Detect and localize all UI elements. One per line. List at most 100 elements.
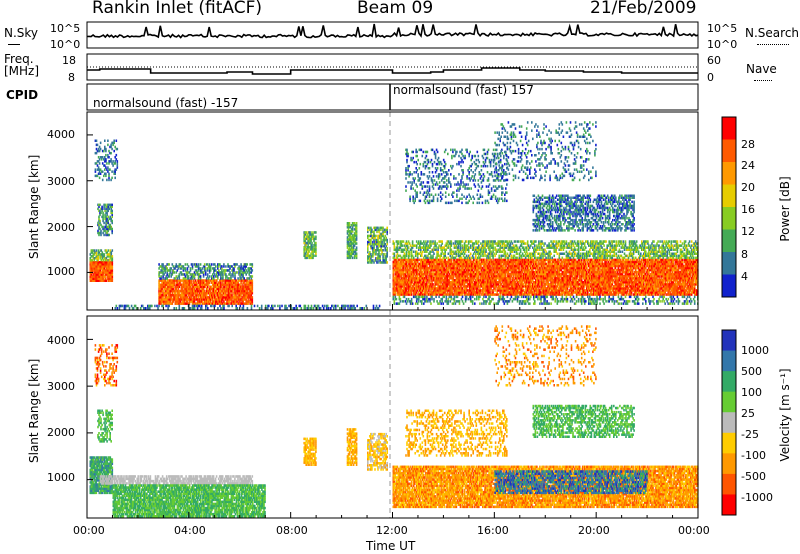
heatmap-cell [112, 255, 114, 258]
heatmap-cell [109, 168, 111, 171]
heatmap-cell [105, 154, 107, 157]
heatmap-cell [332, 305, 334, 308]
heatmap-cell [335, 307, 337, 310]
heatmap-cell [219, 305, 221, 308]
heatmap-cell [320, 307, 322, 310]
heatmap-cell [323, 307, 325, 310]
heatmap-cell [327, 305, 329, 308]
heatmap-cell [237, 277, 239, 280]
heatmap-cell [102, 179, 104, 182]
heatmap-cell [229, 271, 231, 274]
heatmap-cell [162, 305, 164, 308]
heatmap-cell [285, 305, 287, 308]
heatmap-cell [214, 305, 216, 308]
freq-trace [87, 67, 698, 74]
heatmap-cell [386, 239, 388, 242]
heatmap-cell [190, 307, 192, 310]
heatmap-cell [154, 305, 156, 308]
heatmap-cell [211, 263, 213, 266]
heatmap-cell [117, 160, 119, 163]
heatmap-cell [247, 307, 249, 310]
heatmap-cell [104, 253, 106, 256]
heatmap-cell [268, 305, 270, 308]
heatmap-cell [209, 275, 211, 278]
heatmap-cell [347, 305, 349, 308]
heatmap-cell [350, 305, 352, 308]
heatmap-cell [116, 140, 118, 143]
heatmap-cell [122, 305, 124, 308]
heatmap-cell [135, 305, 137, 308]
heatmap-cell [339, 307, 341, 310]
heatmap-cell [145, 307, 147, 310]
heatmap-cell [261, 305, 263, 308]
heatmap-cell [111, 210, 113, 213]
heatmap-cell [246, 263, 248, 266]
heatmap-cell [160, 275, 162, 278]
heatmap-cell [220, 307, 222, 310]
heatmap-cell [107, 144, 109, 147]
heatmap-cell [111, 204, 113, 207]
heatmap-cell [106, 162, 108, 165]
heatmap-cell [315, 236, 317, 239]
heatmap-cell [376, 305, 378, 308]
heatmap-cell [354, 307, 356, 310]
heatmap-cell [254, 305, 256, 308]
heatmap-cell [356, 242, 358, 245]
heatmap-cell [497, 293, 499, 296]
heatmap-cell [344, 307, 346, 310]
heatmap-cell [223, 305, 225, 308]
heatmap-cell [305, 305, 307, 308]
heatmap-cell [188, 265, 190, 268]
heatmap-cell [356, 222, 358, 225]
heatmap-cell [279, 307, 281, 310]
heatmap-cell [165, 305, 167, 308]
heatmap-cell [111, 220, 113, 223]
heatmap-cell [111, 177, 113, 180]
heatmap-cell [140, 307, 142, 310]
heatmap-cell [311, 307, 313, 310]
heatmap-cell [252, 275, 254, 278]
heatmap-cell [235, 305, 237, 308]
heatmap-cell [252, 269, 254, 272]
heatmap-cell [364, 307, 366, 310]
heatmap-cell [108, 234, 110, 237]
heatmap-cell [205, 307, 207, 310]
freq-line [87, 68, 698, 74]
heatmap-cell [315, 242, 317, 245]
heatmap-cell [257, 305, 259, 308]
heatmap-cell [308, 250, 310, 253]
heatmap-cell [105, 148, 107, 151]
heatmap-cell [315, 231, 317, 234]
heatmap-cell [240, 263, 242, 266]
heatmap-cell [185, 263, 187, 266]
heatmap-cell [107, 140, 109, 143]
heatmap-cell [243, 305, 245, 308]
heatmap-cell [156, 305, 158, 308]
heatmap-cell [356, 253, 358, 256]
heatmap-cell [200, 275, 202, 278]
heatmap-cell [261, 307, 263, 310]
heatmap-cell [110, 152, 112, 155]
heatmap-cell [362, 307, 364, 310]
heatmap-cell [106, 179, 108, 182]
heatmap-cell [382, 249, 384, 252]
heatmap-cell [311, 242, 313, 245]
heatmap-cell [99, 204, 101, 207]
heatmap-cell [184, 307, 186, 310]
heatmap-cell [96, 249, 98, 252]
heatmap-cell [352, 257, 354, 260]
heatmap-cell [149, 307, 151, 310]
heatmap-cell [103, 222, 105, 225]
heatmap-cell [129, 307, 131, 310]
heatmap-cell [308, 305, 310, 308]
heatmap-cell [174, 271, 176, 274]
heatmap-cell [356, 246, 358, 249]
heatmap-cell [198, 263, 200, 266]
heatmap-cell [330, 307, 332, 310]
heatmap-cell [301, 307, 303, 310]
heatmap-cell [142, 305, 144, 308]
heatmap-cell [200, 263, 202, 266]
heatmap-cell [223, 307, 225, 310]
heatmap-cell [308, 307, 310, 310]
heatmap-cell [225, 265, 227, 268]
